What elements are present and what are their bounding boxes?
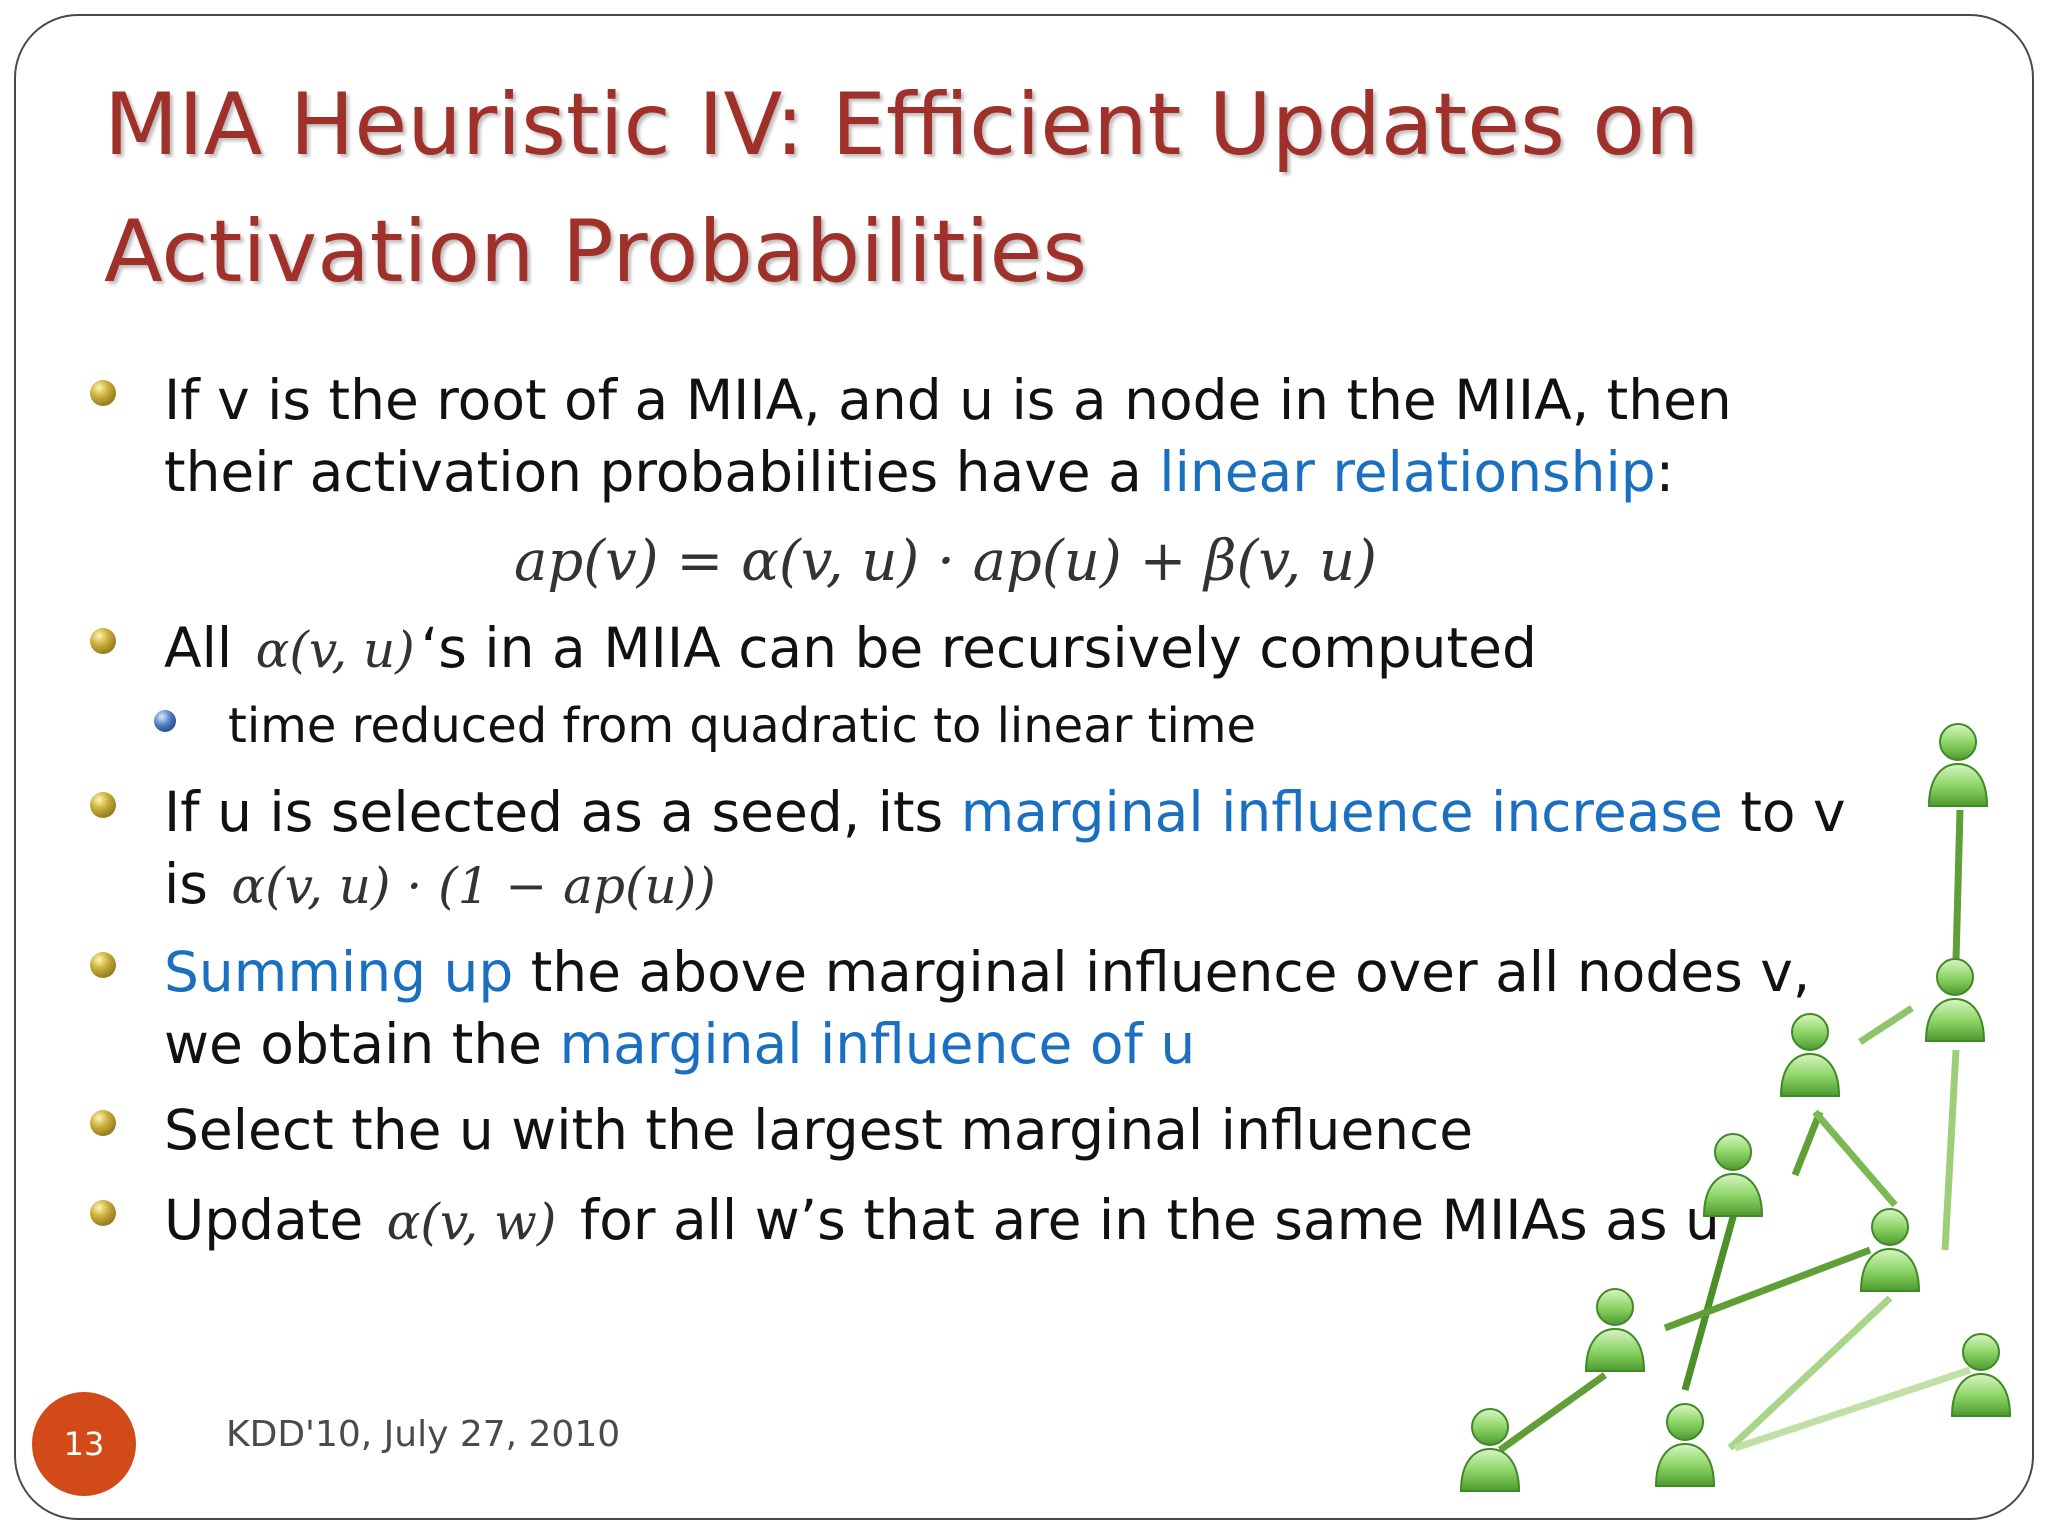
bullet-update-alpha: Update α(v, w) for all w’s that are in t… bbox=[90, 1184, 1804, 1258]
user-node-icon bbox=[1703, 1133, 1763, 1217]
bullet-3-line-2-prefix: is bbox=[164, 852, 226, 916]
alpha-vw-math: α(v, w) bbox=[386, 1193, 557, 1251]
increase-expression-math: α(v, u) · (1 − ap(u)) bbox=[231, 857, 716, 915]
bullet-summing-up: Summing up the above marginal influence … bbox=[90, 936, 1810, 1080]
title-line-1: MIA Heuristic IV: Efficient Updates on bbox=[104, 75, 1700, 175]
user-node-icon bbox=[1780, 1013, 1840, 1097]
slide-frame bbox=[14, 14, 2034, 1520]
bullet-2-prefix: All bbox=[164, 616, 250, 680]
bullet-1-line-2-prefix: their activation probabilities have a bbox=[164, 440, 1160, 504]
user-node-icon bbox=[1655, 1403, 1715, 1487]
network-edges bbox=[1497, 809, 1972, 1453]
user-node-icon bbox=[1460, 1408, 1520, 1492]
bullet-2-suffix: ‘s in a MIIA can be recursively computed bbox=[420, 616, 1537, 680]
bullet-4-line-1-suffix: the above marginal influence over all no… bbox=[513, 940, 1811, 1004]
bullet-1-highlight: linear relationship bbox=[1159, 440, 1656, 504]
footer-date: KDD'10, July 27, 2010 bbox=[226, 1414, 621, 1455]
bullet-3-line-1-suffix: to v bbox=[1722, 780, 1846, 844]
sub-bullet-dot-icon bbox=[154, 710, 176, 732]
bullet-3-line-1-prefix: If u is selected as a seed, its bbox=[164, 780, 961, 844]
bullet-dot-icon bbox=[90, 1110, 116, 1136]
alpha-vu-math: α(v, u) bbox=[255, 621, 415, 679]
bullet-linear-relationship: If v is the root of a MIIA, and u is a n… bbox=[90, 364, 1804, 508]
user-node-icon bbox=[1928, 723, 1988, 807]
bullet-dot-icon bbox=[90, 380, 116, 406]
bullet-marginal-increase: If u is selected as a seed, its marginal… bbox=[90, 776, 1846, 922]
bullet-4-highlight-1: Summing up bbox=[164, 940, 514, 1004]
bullet-1-line-2-suffix: : bbox=[1655, 440, 1675, 504]
network-nodes bbox=[1460, 723, 2011, 1492]
bullet-4-highlight-2: marginal influence of u bbox=[559, 1012, 1196, 1076]
network-graphic bbox=[1460, 723, 2011, 1492]
activation-formula: ap(v) = α(v, u) · ap(u) + β(v, u) bbox=[514, 529, 1377, 594]
bullet-dot-icon bbox=[90, 952, 116, 978]
bullet-1-line-1: If v is the root of a MIIA, and u is a n… bbox=[164, 368, 1732, 432]
page-number-badge: 13 bbox=[32, 1392, 136, 1496]
sub-bullet-text: time reduced from quadratic to linear ti… bbox=[228, 698, 1257, 754]
title-line-2: Activation Probabilities bbox=[104, 202, 1088, 302]
bullet-select-u: Select the u with the largest marginal i… bbox=[90, 1094, 1804, 1166]
bullet-4-line-2-prefix: we obtain the bbox=[164, 1012, 560, 1076]
sub-bullet-time: time reduced from quadratic to linear ti… bbox=[154, 694, 1728, 758]
bullet-recursive-alpha: All α(v, u) ‘s in a MIIA can be recursive… bbox=[90, 612, 1804, 686]
bullet-dot-icon bbox=[90, 1200, 116, 1226]
bullet-6-prefix: Update bbox=[164, 1188, 381, 1252]
user-node-icon bbox=[1585, 1288, 1645, 1372]
bullet-dot-icon bbox=[90, 628, 116, 654]
slide-title: MIA Heuristic IV: Efficient Updates on A… bbox=[104, 62, 1804, 316]
bullet-dot-icon bbox=[90, 792, 116, 818]
user-node-icon bbox=[1925, 958, 1985, 1042]
bullet-6-suffix: for all w’s that are in the same MIIAs a… bbox=[562, 1188, 1720, 1252]
bullet-3-highlight: marginal influence increase bbox=[960, 780, 1723, 844]
bullet-5-text: Select the u with the largest marginal i… bbox=[164, 1098, 1474, 1162]
